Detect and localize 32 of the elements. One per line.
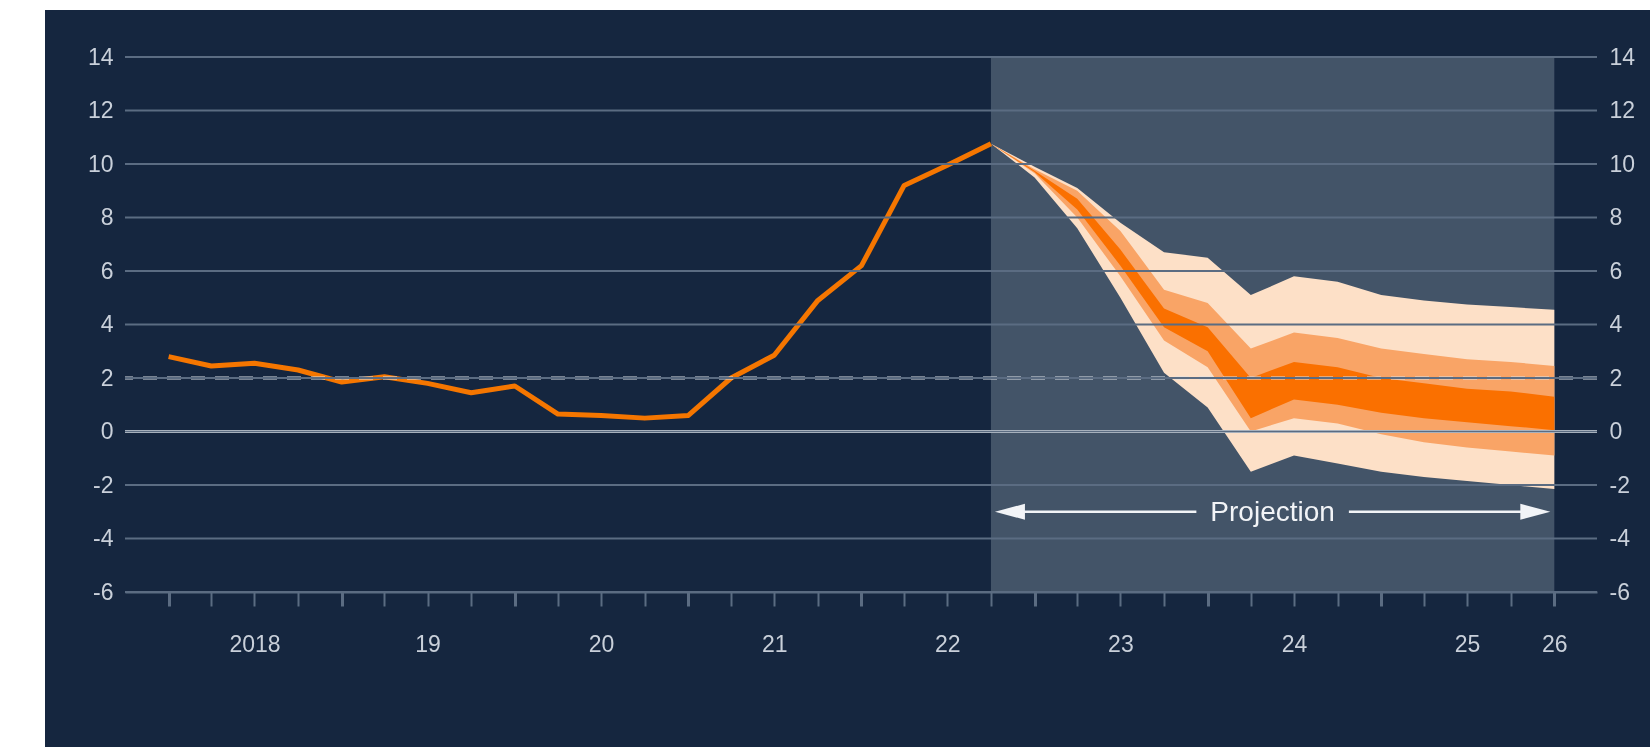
y-tick-label: 6	[100, 257, 114, 284]
x-tick-label: 24	[1281, 630, 1308, 657]
y2-tick-label: 0	[1609, 418, 1623, 444]
y-tick-label: 0	[100, 418, 114, 444]
x-tick-label: 22	[935, 630, 961, 657]
x-tick-label: 23	[1108, 630, 1134, 657]
x-tick-label: 19	[415, 630, 441, 657]
y-tick-label: -2	[93, 471, 114, 498]
y2-tick-label: 10	[1609, 150, 1636, 177]
y-tick-label: 12	[87, 97, 114, 123]
y-tick-label: -6	[93, 578, 114, 605]
y2-tick-label: -2	[1609, 471, 1630, 498]
x-tick-label: 20	[588, 630, 615, 657]
y-tick-label: -4	[93, 525, 114, 551]
y-tick-label: 2	[100, 364, 114, 391]
y2-tick-label: -4	[1609, 525, 1631, 551]
x-tick-label: 21	[761, 630, 788, 657]
y-tick-label: 8	[100, 204, 114, 230]
y-tick-label: 14	[87, 43, 114, 70]
x-tick-label: 25	[1454, 630, 1481, 657]
y2-tick-label: 6	[1609, 257, 1623, 284]
y-tick-label: 4	[100, 311, 114, 337]
x-tick-label: 2018	[229, 630, 281, 657]
x-tick-label: 26	[1542, 630, 1568, 657]
y2-tick-label: 12	[1609, 97, 1636, 123]
y2-tick-label: 2	[1609, 364, 1623, 391]
y2-tick-label: -6	[1609, 578, 1630, 605]
y2-tick-label: 4	[1609, 311, 1623, 337]
y2-tick-label: 8	[1609, 204, 1623, 230]
y2-tick-label: 14	[1609, 43, 1636, 70]
y-tick-label: 10	[87, 150, 114, 177]
band-label: Projection	[1210, 496, 1335, 528]
